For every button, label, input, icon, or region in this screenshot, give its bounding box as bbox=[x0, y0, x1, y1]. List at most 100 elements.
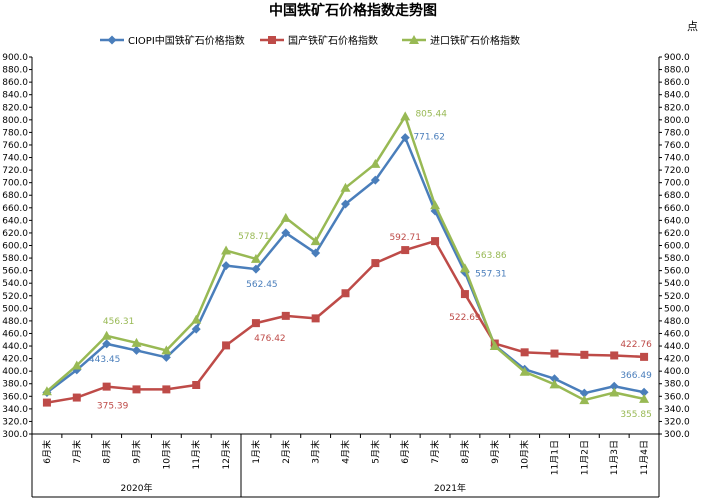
x-category-label: 11月2日 bbox=[579, 440, 590, 475]
series-0-point bbox=[609, 381, 619, 391]
x-category-label: 11月末 bbox=[190, 440, 202, 469]
series-2-point bbox=[71, 360, 82, 370]
series-2-point bbox=[579, 395, 590, 405]
y-tick-label-left: 720.0 bbox=[2, 166, 28, 176]
y-tick-label-right: 800.0 bbox=[664, 116, 690, 126]
x-category-label: 8月末 bbox=[101, 440, 113, 464]
series-1-point bbox=[192, 380, 201, 389]
x-category-label: 10月末 bbox=[160, 440, 172, 469]
series-2-point bbox=[310, 236, 321, 246]
y-tick-label-left: 580.0 bbox=[2, 254, 28, 264]
x-category-label: 6月末 bbox=[399, 440, 411, 464]
y-tick-label-right: 580.0 bbox=[664, 254, 690, 264]
series-0-point bbox=[251, 264, 261, 274]
data-label: 592.71 bbox=[389, 233, 421, 243]
legend-marker-2 bbox=[409, 35, 419, 44]
series-0-point bbox=[639, 387, 649, 397]
y-tick-label-left: 840.0 bbox=[2, 91, 28, 101]
series-0-point bbox=[102, 339, 112, 349]
y-tick-label-left: 640.0 bbox=[2, 216, 28, 226]
y-tick-label-right: 560.0 bbox=[664, 267, 690, 277]
x-category-label: 7月末 bbox=[429, 440, 441, 464]
chart-title: 中国铁矿石价格指数走势图 bbox=[269, 2, 437, 19]
y-tick-label-right: 320.0 bbox=[664, 417, 690, 427]
series-1-point bbox=[460, 290, 469, 299]
series-2-point bbox=[519, 366, 530, 376]
series-1-point bbox=[580, 350, 589, 359]
y-tick-label-right: 400.0 bbox=[664, 367, 690, 377]
series-2-point bbox=[549, 379, 560, 389]
y-tick-label-left: 520.0 bbox=[2, 292, 28, 302]
data-label: 563.86 bbox=[475, 251, 507, 261]
x-category-label: 9月末 bbox=[489, 440, 501, 464]
y-tick-label-right: 480.0 bbox=[664, 317, 690, 327]
y-tick-label-left: 560.0 bbox=[2, 267, 28, 277]
y-tick-label-right: 360.0 bbox=[664, 392, 690, 402]
x-year-label: 2021年 bbox=[434, 482, 466, 494]
series-2-point bbox=[280, 212, 291, 222]
legend-marker-1 bbox=[268, 36, 276, 44]
y-tick-label-right: 660.0 bbox=[664, 204, 690, 214]
y-tick-label-right: 340.0 bbox=[664, 405, 690, 415]
y-tick-label-right: 840.0 bbox=[664, 91, 690, 101]
y-tick-label-left: 800.0 bbox=[2, 116, 28, 126]
y-tick-label-right: 760.0 bbox=[664, 141, 690, 151]
data-label: 366.49 bbox=[620, 371, 652, 381]
data-label: 375.39 bbox=[97, 402, 129, 412]
series-2-point bbox=[161, 345, 172, 355]
series-1-point bbox=[610, 351, 619, 360]
y-tick-label-right: 640.0 bbox=[664, 216, 690, 226]
chart-axes: 300.0 300.0 320.0 320.0 340.0 340.0 360.0 360.0… bbox=[2, 53, 690, 498]
y-tick-label-left: 420.0 bbox=[2, 355, 28, 365]
x-category-label: 12月末 bbox=[220, 440, 232, 469]
x-category-label: 10月末 bbox=[519, 440, 531, 469]
y-tick-label-left: 360.0 bbox=[2, 392, 28, 402]
y-tick-label-left: 820.0 bbox=[2, 103, 28, 113]
x-category-label: 2月末 bbox=[280, 440, 292, 464]
series-1-point bbox=[72, 393, 81, 402]
series-0-point bbox=[221, 261, 231, 271]
y-tick-label-left: 660.0 bbox=[2, 204, 28, 214]
series-1-point bbox=[371, 259, 380, 268]
data-label: 578.71 bbox=[238, 232, 270, 242]
series-0-point bbox=[370, 175, 380, 185]
series-2-point bbox=[609, 387, 620, 397]
legend-entry-0: CIOPI中国铁矿石价格指数 bbox=[128, 34, 245, 47]
chart-legend: CIOPI中国铁矿石价格指数 国产铁矿石价格指数 进口铁矿石价格指数 bbox=[100, 34, 520, 47]
series-1-point bbox=[550, 349, 559, 358]
series-2-point bbox=[191, 314, 202, 324]
series-2-point bbox=[430, 200, 441, 210]
data-label: 522.69 bbox=[449, 313, 481, 323]
y-tick-label-left: 340.0 bbox=[2, 405, 28, 415]
y-tick-label-right: 520.0 bbox=[664, 292, 690, 302]
legend-marker-0 bbox=[107, 35, 117, 45]
y-tick-label-left: 500.0 bbox=[2, 304, 28, 314]
series-2-point bbox=[400, 111, 411, 121]
y-tick-label-right: 780.0 bbox=[664, 128, 690, 138]
series-1-point bbox=[341, 289, 350, 298]
y-tick-label-right: 740.0 bbox=[664, 154, 690, 164]
y-tick-label-left: 620.0 bbox=[2, 229, 28, 239]
y-tick-label-left: 600.0 bbox=[2, 242, 28, 252]
y-tick-label-right: 440.0 bbox=[664, 342, 690, 352]
x-category-label: 4月末 bbox=[340, 440, 352, 464]
x-category-label: 6月末 bbox=[41, 440, 53, 464]
data-label: 456.31 bbox=[103, 317, 135, 327]
series-1-point bbox=[222, 341, 231, 350]
y-tick-label-left: 700.0 bbox=[2, 179, 28, 189]
series-2-point bbox=[370, 158, 381, 168]
y-tick-label-right: 720.0 bbox=[664, 166, 690, 176]
y-tick-label-right: 880.0 bbox=[664, 66, 690, 76]
series-1-point bbox=[281, 311, 290, 320]
y-tick-label-left: 440.0 bbox=[2, 342, 28, 352]
y-tick-label-right: 680.0 bbox=[664, 191, 690, 201]
corner-unit-label: 点 bbox=[687, 20, 698, 33]
data-label: 422.76 bbox=[620, 340, 652, 350]
y-tick-label-right: 820.0 bbox=[664, 103, 690, 113]
data-label: 805.44 bbox=[415, 109, 447, 119]
legend-entry-1: 国产铁矿石价格指数 bbox=[288, 34, 378, 47]
y-tick-label-left: 540.0 bbox=[2, 279, 28, 289]
y-tick-label-right: 420.0 bbox=[664, 355, 690, 365]
data-labels: 443.45 562.45 771.62 557.31 366.49 375.39 476.… bbox=[89, 109, 652, 419]
